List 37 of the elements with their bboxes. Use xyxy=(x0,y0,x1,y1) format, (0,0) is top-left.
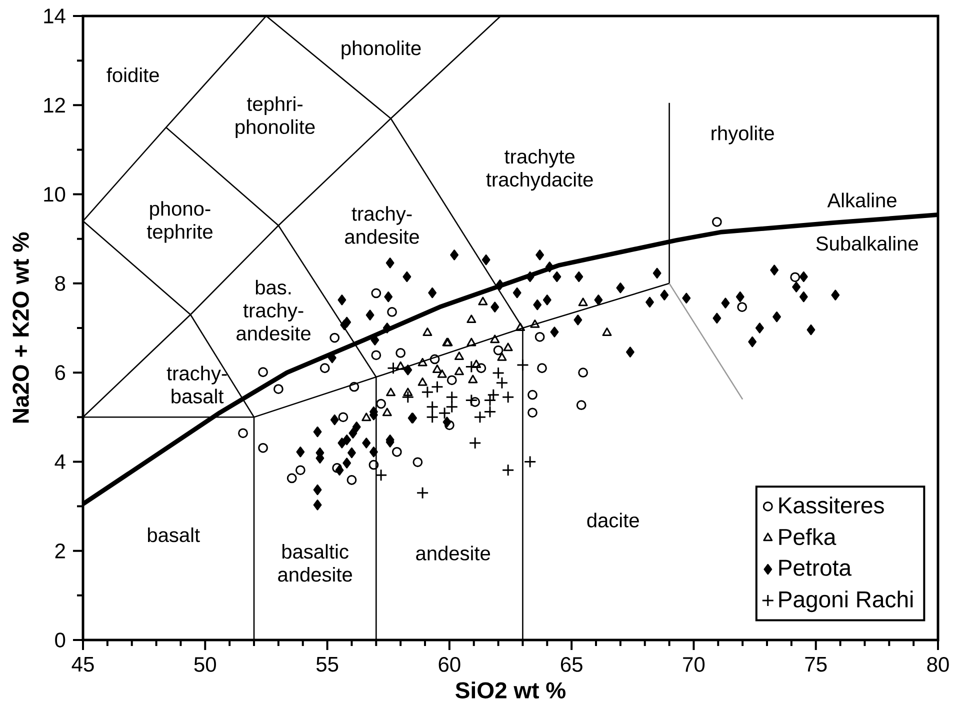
y-tick-label: 4 xyxy=(54,454,66,469)
annotation: tephri-phonolite xyxy=(236,96,315,138)
y-tick-label: 2 xyxy=(55,544,65,558)
annotation: basaltic andesite xyxy=(278,544,352,582)
y-tick-label: 12 xyxy=(44,98,65,112)
annotation: dacite xyxy=(587,512,639,528)
annotation: bas. trachy-andesite xyxy=(236,280,310,341)
legend-label: Kassiteres xyxy=(779,496,884,514)
legend-label: Petrota xyxy=(779,560,852,576)
x-tick-label: 80 xyxy=(927,657,949,672)
x-tick-label: 50 xyxy=(194,657,216,672)
annotation: rhyolite xyxy=(712,126,774,144)
x-tick-label: 55 xyxy=(316,657,338,672)
y-tick-label: 6 xyxy=(55,365,66,380)
annotation: foidite xyxy=(106,67,159,82)
annotation: phono-tephrite xyxy=(146,201,212,243)
y-axis-title: Na2O + K2O wt % xyxy=(12,232,29,423)
annotation: basalt xyxy=(148,527,200,542)
annotation: trachy-basalt xyxy=(166,366,227,404)
annotation: phonolite xyxy=(342,40,421,60)
x-tick-label: 60 xyxy=(438,657,460,672)
y-tick-label: 8 xyxy=(55,276,66,291)
x-tick-label: 75 xyxy=(805,657,827,672)
x-tick-label: 65 xyxy=(560,657,582,672)
annotation: Subalkaline xyxy=(816,236,918,251)
legend-label: Pagoni Rachi xyxy=(779,590,913,612)
x-axis-title: SiO2 wt % xyxy=(456,682,566,698)
y-tick-label: 14 xyxy=(44,8,66,24)
annotation: Alkaline xyxy=(827,192,896,208)
x-tick-label: 70 xyxy=(683,657,705,672)
annotation: trachyte trachydacite xyxy=(486,148,593,191)
annotation: trachy-andesite xyxy=(345,206,419,244)
y-tick-label: 0 xyxy=(55,632,66,648)
legend-label: Pefka xyxy=(779,528,836,546)
y-tick-label: 10 xyxy=(44,186,66,202)
x-tick-label: 45 xyxy=(72,657,94,672)
annotation: andesite xyxy=(416,546,490,560)
